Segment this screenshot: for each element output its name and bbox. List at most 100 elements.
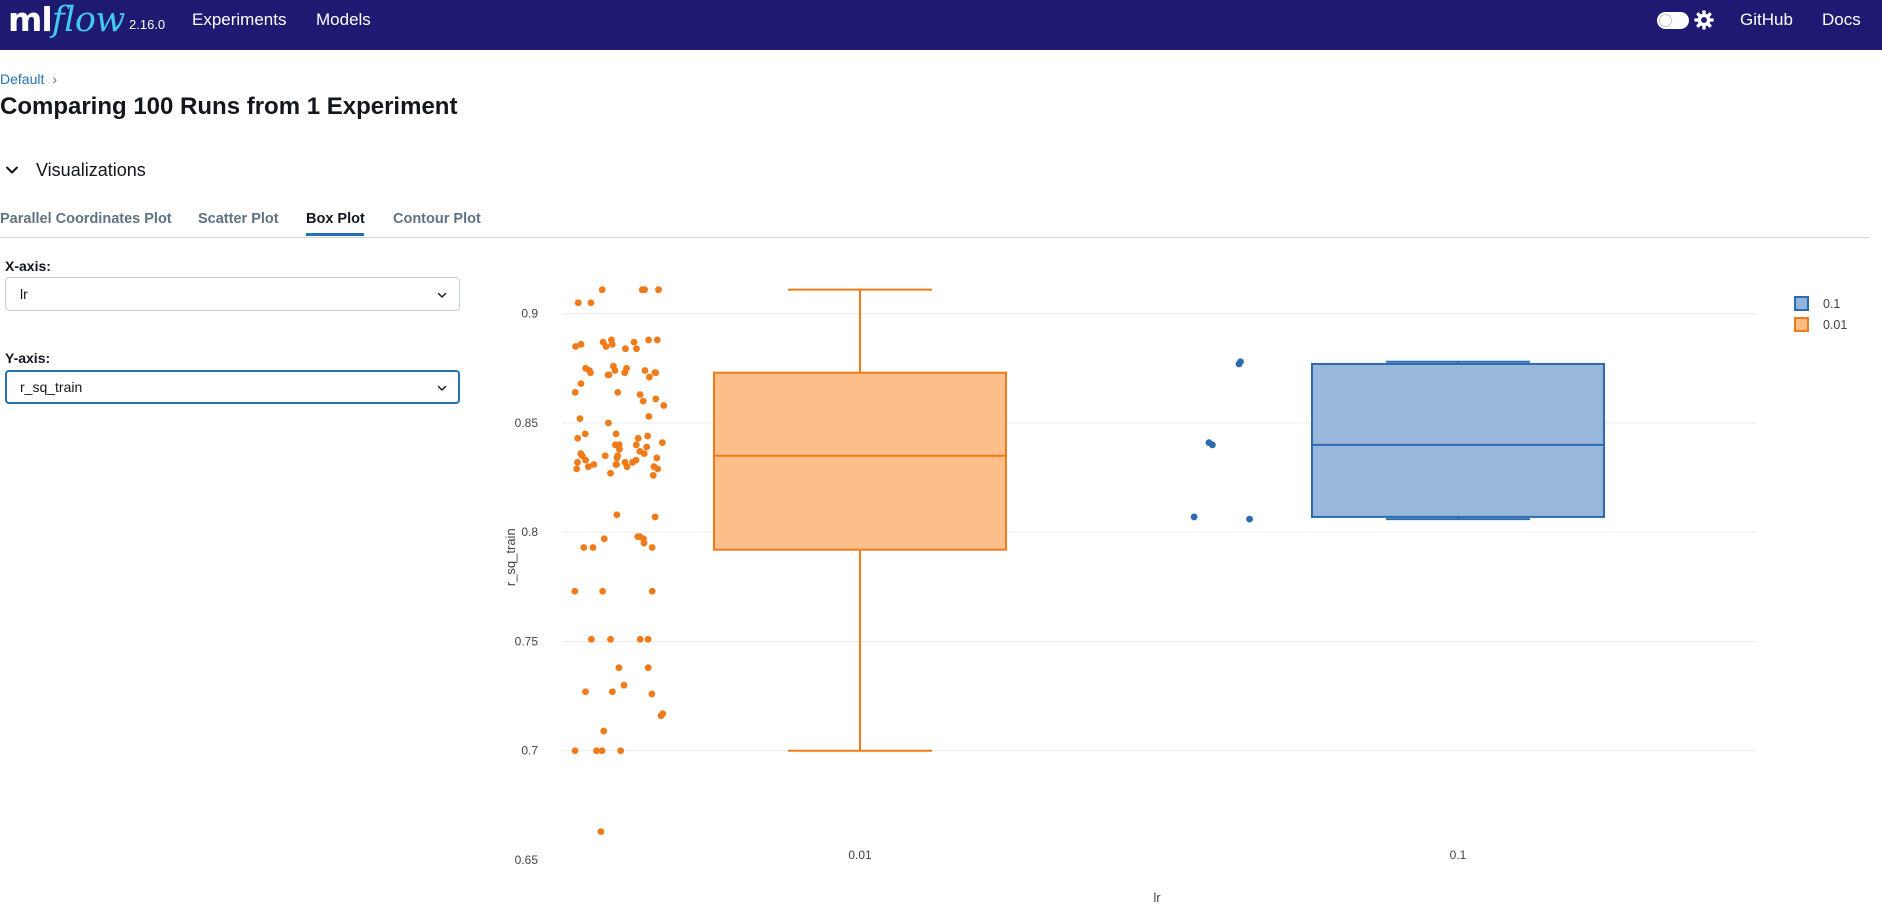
data-point	[1237, 358, 1244, 366]
data-point	[623, 463, 631, 471]
box-plot-svg: 0.65 0.7 0.75 0.8 0.85 0.9 r_sq_train 0.01 0.1 lr…	[503, 286, 1847, 905]
data-point	[639, 397, 647, 405]
data-point	[634, 434, 642, 442]
mlflow-logo[interactable]: ml flow	[8, 0, 125, 46]
legend-label: 0.1	[1823, 297, 1840, 311]
data-point	[598, 747, 606, 755]
data-point	[617, 747, 625, 755]
data-point	[577, 380, 585, 388]
data-point	[580, 544, 588, 551]
data-point	[590, 461, 598, 468]
data-point	[608, 688, 616, 696]
nav-docs[interactable]: Docs	[1822, 10, 1861, 29]
data-point	[649, 472, 657, 479]
data-point	[651, 513, 659, 521]
x-axis-select[interactable]: lr	[5, 277, 460, 311]
data-point	[600, 727, 608, 735]
logo-ml-text: ml	[8, 0, 53, 39]
visualizations-section-toggle[interactable]: Visualizations	[0, 158, 146, 182]
data-point	[643, 443, 651, 451]
data-point	[641, 367, 649, 374]
data-point	[634, 533, 642, 540]
breadcrumb: Default ›	[0, 71, 57, 87]
data-point	[651, 369, 659, 377]
data-point	[608, 340, 616, 348]
y-tick-label: 0.75	[515, 634, 539, 648]
x-axis-title: lr	[1153, 890, 1161, 905]
data-point	[607, 469, 614, 477]
data-point	[655, 286, 662, 294]
y-axis-select[interactable]: r_sq_train	[5, 370, 460, 404]
plot-type-tabs: Parallel Coordinates Plot Scatter Plot B…	[0, 208, 1870, 238]
data-point	[587, 635, 595, 643]
data-point	[652, 395, 660, 403]
legend-label: 0.01	[1823, 318, 1847, 332]
data-point	[657, 712, 665, 720]
data-point	[632, 441, 640, 449]
y-tick-label: 0.7	[521, 744, 538, 758]
box-plot-chart[interactable]: 0.65 0.7 0.75 0.8 0.85 0.9 r_sq_train 0.01 0.1 lr…	[480, 260, 1880, 907]
data-point	[605, 419, 612, 427]
data-point	[577, 340, 585, 348]
data-point	[602, 343, 610, 350]
data-point	[629, 458, 636, 466]
y-tick-label: 0.65	[515, 853, 539, 867]
data-point	[598, 286, 606, 294]
data-point	[612, 430, 620, 438]
data-point	[633, 345, 640, 353]
chevron-down-icon	[6, 166, 18, 174]
data-point	[659, 439, 666, 447]
nav-models[interactable]: Models	[316, 10, 371, 29]
data-point	[589, 544, 597, 551]
nav-experiments[interactable]: Experiments	[192, 10, 287, 29]
data-point	[1246, 515, 1253, 523]
data-point	[640, 450, 648, 457]
data-point	[648, 587, 656, 595]
data-point	[660, 402, 668, 409]
y-axis-label: Y-axis:	[5, 350, 51, 366]
data-point	[613, 511, 621, 519]
data-point	[581, 430, 589, 438]
data-point	[611, 441, 619, 449]
data-point	[582, 456, 589, 464]
data-point	[601, 452, 609, 460]
tab-box-plot[interactable]: Box Plot	[306, 211, 365, 227]
y-axis-select-value: r_sq_train	[20, 379, 83, 395]
tab-contour-plot[interactable]: Contour Plot	[393, 211, 481, 227]
data-point	[654, 465, 662, 473]
y-tick-label: 0.8	[521, 525, 538, 539]
data-point	[645, 413, 653, 420]
data-point	[600, 535, 608, 543]
legend-swatch	[1794, 296, 1809, 311]
data-point	[613, 454, 621, 462]
data-point	[653, 336, 661, 344]
data-point	[593, 747, 600, 755]
breadcrumb-default-link[interactable]: Default	[0, 71, 45, 87]
box-0.1	[1311, 362, 1605, 518]
data-point	[604, 371, 612, 379]
gear-icon[interactable]	[1693, 9, 1715, 31]
data-point	[584, 463, 592, 471]
data-point	[582, 688, 589, 696]
data-point	[574, 434, 582, 442]
data-point	[587, 369, 594, 377]
data-point	[645, 336, 652, 344]
nav-github[interactable]: GitHub	[1740, 10, 1793, 29]
page-title: Comparing 100 Runs from 1 Experiment	[0, 93, 458, 120]
data-point	[1190, 513, 1198, 521]
tab-parallel-coordinates-plot[interactable]: Parallel Coordinates Plot	[0, 211, 172, 227]
chevron-down-icon	[437, 385, 447, 391]
data-point	[621, 369, 629, 377]
active-tab-indicator	[306, 233, 364, 236]
top-navigation-bar: ml flow 2.16.0 Experiments Models GitHub …	[0, 0, 1882, 50]
theme-toggle[interactable]	[1657, 12, 1689, 29]
data-point	[638, 286, 646, 294]
section-title: Visualizations	[36, 159, 146, 180]
data-point	[630, 338, 638, 346]
tab-scatter-plot[interactable]: Scatter Plot	[198, 211, 279, 227]
chevron-down-icon	[437, 292, 447, 298]
data-point	[653, 454, 661, 462]
x-tick-label: 0.1	[1450, 848, 1467, 862]
data-point	[572, 343, 579, 350]
data-point	[644, 664, 652, 672]
